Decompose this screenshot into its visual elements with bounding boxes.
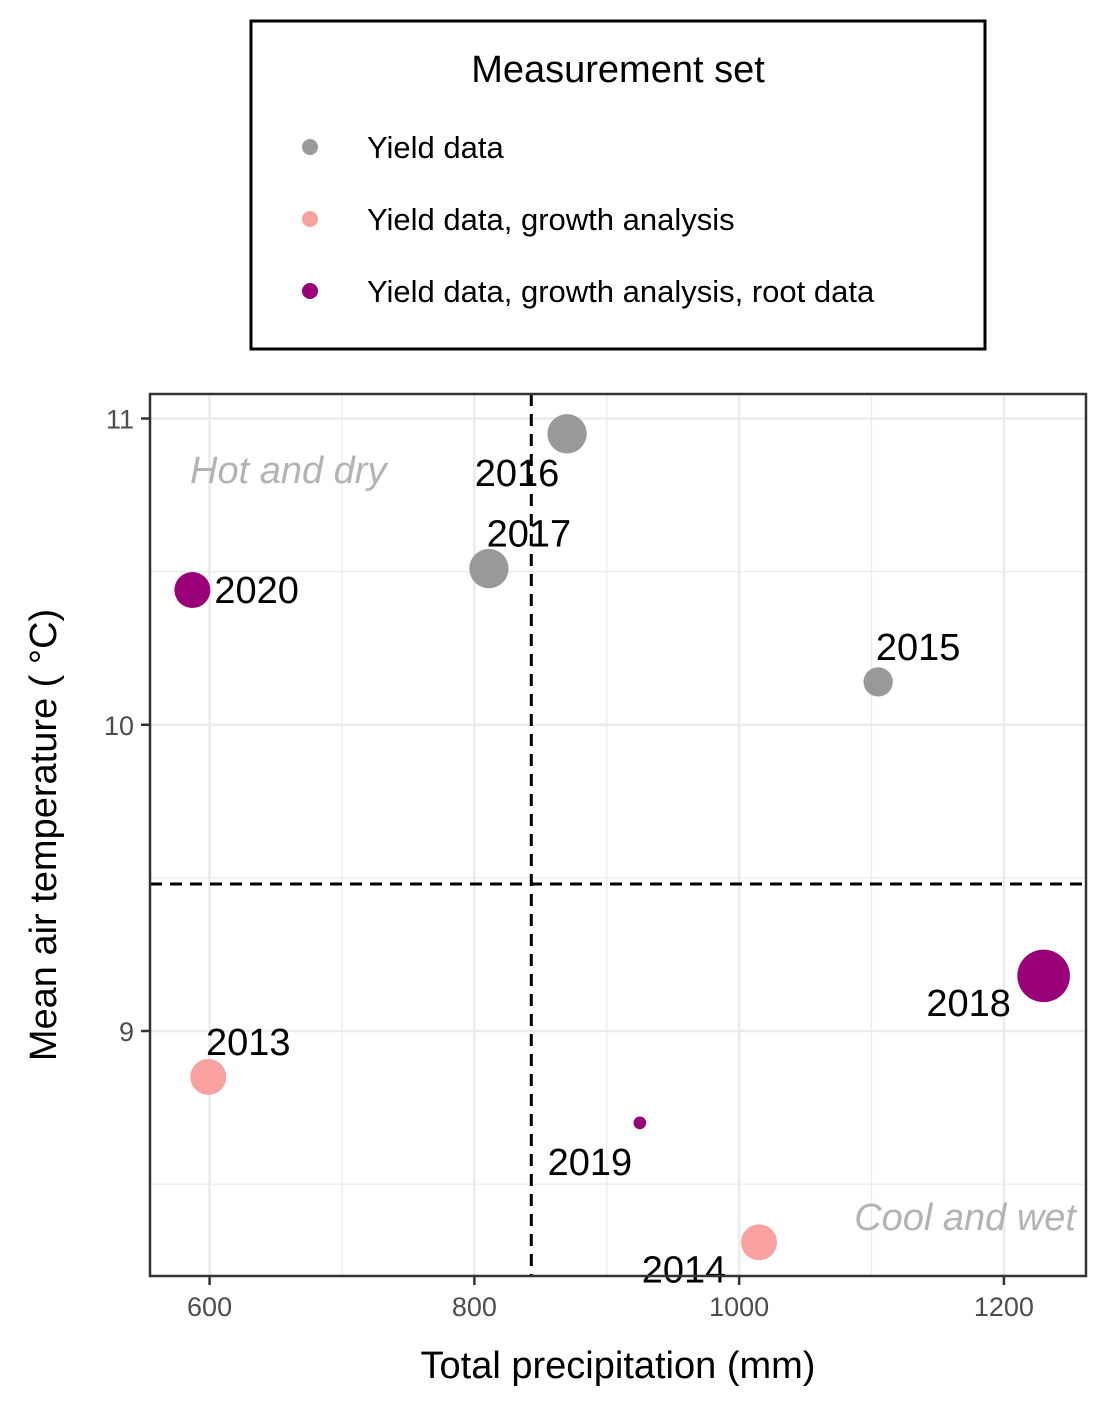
point-label-2015: 2015 [876, 627, 961, 669]
x-tick-label: 1000 [709, 1292, 769, 1322]
point-label-2019: 2019 [548, 1142, 633, 1184]
legend: Measurement set Yield data Yield data, gr… [249, 19, 987, 351]
legend-title: Measurement set [471, 49, 765, 91]
annotation-top-left: Hot and dry [190, 450, 388, 492]
x-tick-label: 600 [187, 1292, 232, 1322]
y-tick-label: 10 [104, 711, 134, 741]
point-label-2013: 2013 [206, 1022, 291, 1064]
point-label-2018: 2018 [926, 983, 1011, 1025]
point-label-2016: 2016 [475, 453, 560, 495]
legend-key-2 [302, 211, 318, 227]
point-2016 [547, 414, 587, 454]
x-axis: 600 800 1000 1200 [187, 1276, 1034, 1322]
legend-key-3 [302, 283, 318, 299]
plot-panel: Hot and dry Cool and wet 2013 2014 2015 2016… [148, 392, 1088, 1292]
grid-major [150, 394, 1086, 1276]
point-2013 [190, 1058, 227, 1095]
point-label-2017: 2017 [487, 514, 572, 556]
legend-label-3: Yield data, growth analysis, root data [367, 274, 875, 309]
point-2019 [633, 1116, 647, 1130]
panel-background [150, 394, 1086, 1276]
y-tick-label: 9 [119, 1017, 134, 1047]
point-2017 [469, 548, 509, 589]
point-labels: 2013 2014 2015 2016 2017 2018 2019 2020 [206, 453, 1011, 1292]
point-2020 [174, 572, 211, 608]
point-2015 [863, 667, 893, 697]
y-axis: 9 10 11 [104, 405, 150, 1047]
y-axis-title: Mean air temperature ( °C) [23, 609, 65, 1061]
point-2018 [1017, 949, 1070, 1003]
reference-lines [150, 394, 1086, 1276]
point-label-2020: 2020 [214, 570, 299, 612]
grid-minor [150, 394, 1086, 1276]
y-tick-label: 11 [106, 405, 134, 435]
data-points [174, 414, 1070, 1261]
point-2014 [741, 1224, 777, 1261]
x-tick-label: 800 [452, 1292, 497, 1322]
annotation-bottom-right: Cool and wet [854, 1197, 1077, 1239]
legend-label-1: Yield data [367, 130, 504, 165]
point-label-2014: 2014 [642, 1249, 727, 1291]
legend-box [249, 19, 987, 351]
annotations: Hot and dry Cool and wet [190, 450, 1077, 1239]
x-axis-title: Total precipitation (mm) [421, 1345, 816, 1387]
panel-border [148, 392, 1088, 1278]
x-tick-label: 1200 [974, 1292, 1034, 1322]
legend-label-2: Yield data, growth analysis [367, 202, 735, 237]
legend-key-1 [302, 139, 318, 155]
